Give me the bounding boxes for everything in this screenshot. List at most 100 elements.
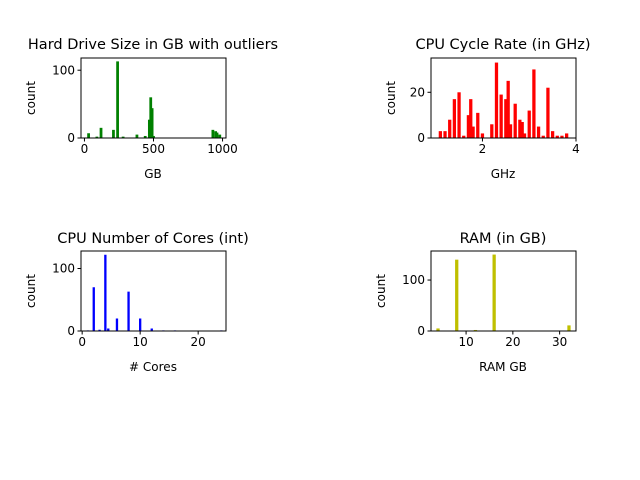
hard-drive-chart-bar [116,61,119,138]
ram-chart-xtick-label: 30 [552,335,567,349]
cpu-cores-chart-plot-frame [80,250,227,332]
ram-chart-xtick-label: 10 [458,335,473,349]
hard-drive-chart-xtick-label: 1000 [207,142,238,156]
ram-chart-plot-frame [430,250,577,332]
ram-chart-ytick-label: 0 [417,324,425,338]
cpu-cycle-rate-chart-bar [536,126,541,138]
hard-drive-chart-bar [152,135,155,138]
cpu-cycle-rate-chart-bar [550,131,555,138]
cpu-cycle-rate-chart-bar [560,135,564,138]
cpu-cores-chart-bar [98,329,101,331]
cpu-cores-chart-bar [139,318,142,331]
cpu-cycle-rate-chart-ylabel: count [384,81,398,115]
cpu-cores-chart-bar [107,328,110,331]
cpu-cores-chart-bar [150,328,153,331]
ram-chart-bar [436,328,440,331]
cpu-cycle-rate-chart-ticks: 2 4 0 20 [410,85,580,156]
cpu-cycle-rate-chart-bar [443,131,447,138]
cpu-cores-chart-ylabel: count [24,274,38,308]
cpu-cores-chart-ytick-label: 0 [67,324,75,338]
cpu-cycle-rate-chart-bar [457,92,461,138]
cpu-cores-chart-xlabel: # Cores [129,360,177,374]
cpu-cycle-rate-chart-bar [452,99,457,138]
cpu-cores-chart: CPU Number of Cores (int) count # Cores … [24,231,249,374]
ram-chart-bar [455,259,459,331]
cpu-cycle-rate-chart-bar [466,115,471,138]
cpu-cycle-rate-chart-ytick-label: 20 [410,85,425,99]
cpu-cores-chart-xtick-label: 0 [78,335,86,349]
hard-drive-chart-bar [121,136,125,138]
cpu-cycle-rate-chart-xtick-label: 4 [572,142,580,156]
cpu-cycle-rate-chart-bar [522,133,527,138]
cpu-cycle-rate-chart-bar [476,112,480,138]
hard-drive-chart-bar [135,134,139,138]
cpu-cycle-rate-chart-bar [555,135,559,138]
ram-chart-ticks: 10 20 30 0 100 [402,273,567,349]
ram-chart-xlabel: RAM GB [479,360,527,374]
hard-drive-chart-bar [143,135,147,138]
ram-chart-xtick-label: 20 [505,335,520,349]
ram-chart-bar [473,329,478,331]
cpu-cores-chart-ytick-label: 100 [52,262,75,276]
cpu-cycle-rate-chart-plot-frame [430,57,577,139]
cpu-cycle-rate-chart-bar [471,126,475,138]
hard-drive-chart-bars [87,61,222,138]
ram-chart: RAM (in GB) count RAM GB 10 20 30 0 100 [374,231,577,374]
cpu-cores-chart-xtick-label: 10 [133,335,148,349]
hard-drive-chart-bar [215,132,219,138]
cpu-cycle-rate-chart-bar [513,103,517,138]
ram-chart-ylabel: count [374,274,388,308]
hard-drive-chart-bar [99,127,103,138]
hard-drive-chart-ytick-label: 100 [52,63,75,77]
cpu-cycle-rate-chart-bar [546,87,550,138]
hard-drive-chart-bar [112,129,115,138]
hard-drive-chart-bar [214,131,218,138]
hard-drive-chart-xtick-label: 0 [81,142,89,156]
cpu-cycle-rate-chart-bar [541,135,545,138]
cpu-cycle-rate-chart-bar [462,135,466,138]
cpu-cores-chart-xtick-label: 20 [191,335,206,349]
cpu-cycle-rate-chart-xtick-label: 2 [479,142,487,156]
hard-drive-chart-bar [149,97,153,138]
cpu-cycle-rate-chart-bar [448,119,452,138]
cpu-cores-chart-bar [115,318,119,331]
cpu-cycle-rate-chart-bar [494,62,499,138]
cpu-cores-chart-ticks: 0 10 20 0 100 [52,262,206,349]
cpu-cycle-rate-chart-bar [438,131,442,138]
hard-drive-chart-ytick-label: 0 [67,131,75,145]
cpu-cycle-rate-chart-bars [438,62,569,138]
cpu-cycle-rate-chart-xlabel: GHz [491,167,516,181]
cpu-cycle-rate-chart-bar [506,80,510,138]
cpu-cores-chart-bar [127,291,130,332]
cpu-cores-chart-title: CPU Number of Cores (int) [57,231,248,247]
cpu-cycle-rate-chart-ytick-label: 0 [417,131,425,145]
hard-drive-chart-xlabel: GB [144,167,162,181]
hard-drive-chart-title: Hard Drive Size in GB with outliers [28,37,278,53]
hard-drive-chart-bar [211,129,215,138]
cpu-cycle-rate-chart-bar [490,124,494,138]
cpu-cycle-rate-chart-bar [565,133,569,138]
hard-drive-chart-bar [147,119,151,138]
cpu-cycle-rate-chart-bar [532,69,536,138]
hard-drive-chart-bar [95,136,99,138]
cpu-cycle-rate-chart-bar [520,122,524,138]
cpu-cores-chart-bar [92,287,95,331]
cpu-cores-chart-bar [104,254,107,331]
cpu-cycle-rate-chart-bar [527,110,531,138]
ram-chart-title: RAM (in GB) [460,231,547,247]
hard-drive-chart-bar [87,133,90,138]
ram-chart-bar [492,254,496,331]
cpu-cycle-rate-chart-bar [480,133,485,138]
cpu-cycle-rate-chart-bar [499,94,503,138]
hard-drive-chart-xtick-label: 500 [142,142,165,156]
hard-drive-chart-ticks: 0 500 1000 0 100 [52,63,238,156]
hard-drive-chart: Hard Drive Size in GB with outliers coun… [24,37,278,181]
cpu-cycle-rate-chart-bar [508,124,513,138]
hard-drive-chart-plot-frame [80,57,227,139]
cpu-cycle-rate-chart-title: CPU Cycle Rate (in GHz) [415,37,590,53]
cpu-cycle-rate-chart-bar [469,99,473,138]
ram-chart-bar [567,325,571,331]
hard-drive-chart-ylabel: count [24,81,38,115]
ram-chart-ytick-label: 100 [402,273,425,287]
